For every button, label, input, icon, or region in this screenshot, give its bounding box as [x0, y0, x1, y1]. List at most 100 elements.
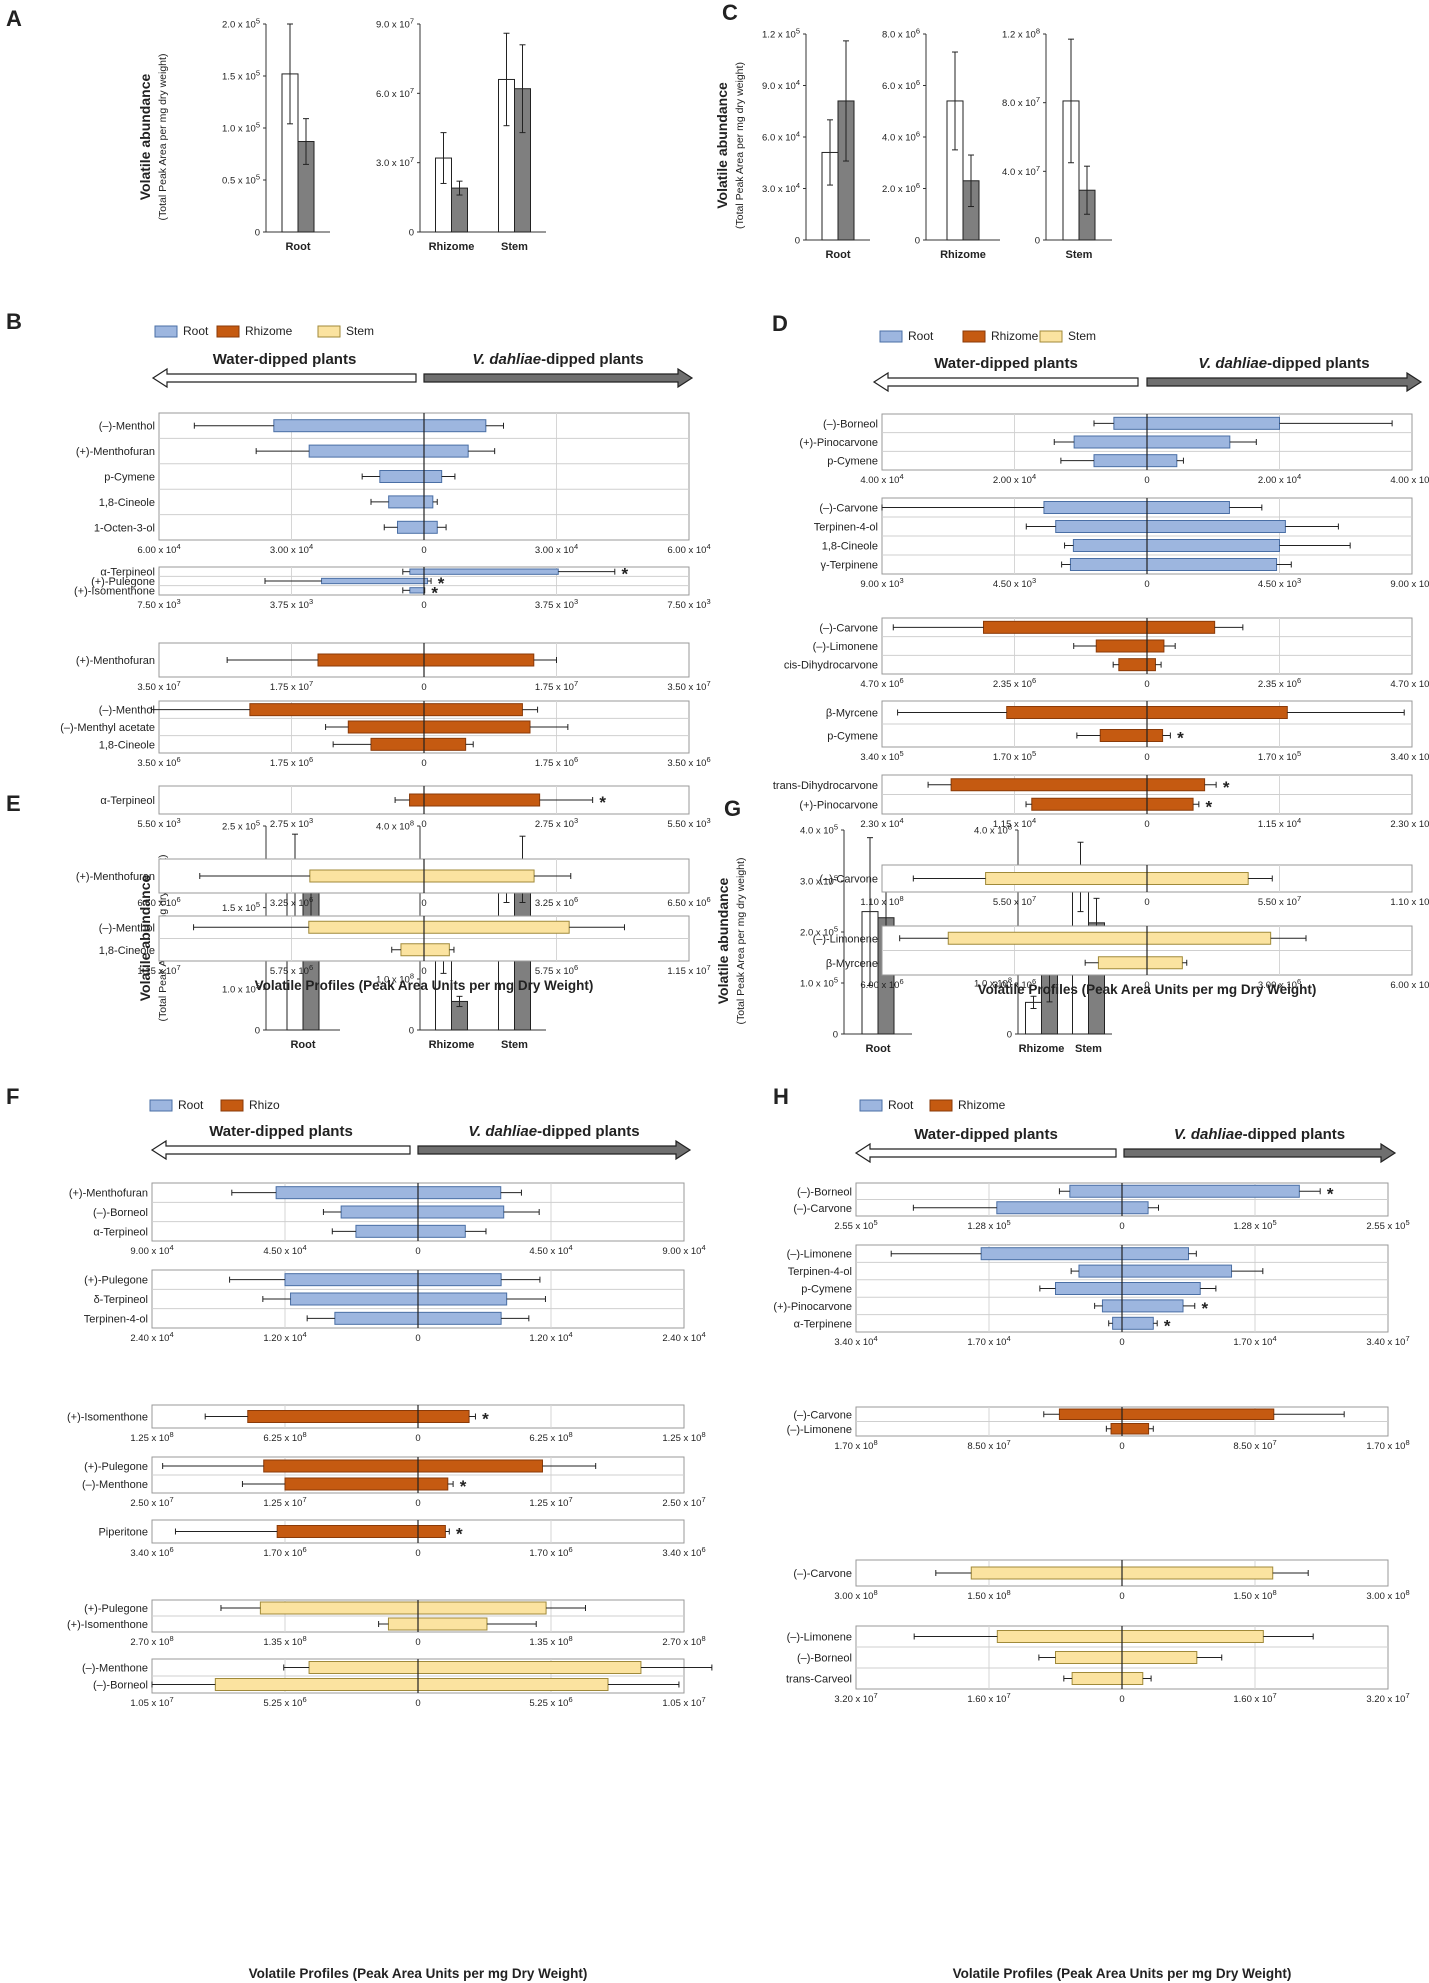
tick-label: 2.55 x 105 — [1366, 1218, 1409, 1232]
tick-exponent: 6 — [176, 755, 180, 764]
bar-vdahliae-dipped — [417, 1205, 505, 1219]
tick-mantissa: 2.30 x 10 — [860, 819, 899, 830]
tick-mantissa: 5.50 x 10 — [137, 819, 176, 830]
compound-label: trans-Carveol — [786, 1674, 852, 1686]
tick-mantissa: 6.50 x 10 — [667, 898, 706, 909]
tick-label: 5.75 x 106 — [535, 963, 578, 977]
tick-mantissa: 1.15 x 10 — [137, 966, 176, 977]
tick-label: 0 — [409, 1026, 414, 1037]
tick-label: 1.70 x 104 — [1233, 1334, 1276, 1348]
bar-vdahliae-dipped — [423, 737, 467, 751]
tick-label: 3.00 x 106 — [1258, 977, 1301, 991]
tick-mantissa: 9.00 x 10 — [860, 579, 899, 590]
tick-mantissa: 3.0 x 10 — [376, 158, 410, 169]
bar-vdahliae-dipped — [423, 703, 523, 717]
bar-vdahliae-dipped — [1146, 797, 1194, 811]
tick-label: 1.10 x 108 — [860, 894, 903, 908]
bar-vdahliae-dipped — [1146, 872, 1249, 885]
y-axis-label: Volatile abundance — [714, 82, 730, 209]
species-name: V. dahliae — [1198, 355, 1267, 372]
legend-label: Root — [183, 324, 209, 338]
tick-label: 1.35 x 108 — [529, 1634, 572, 1648]
compound-label: (–)-Carvone — [793, 1568, 852, 1580]
bar-water-dipped — [309, 869, 425, 883]
tick-label: 1.15 x 104 — [993, 816, 1036, 830]
bar-water-dipped — [370, 737, 425, 751]
bar-water-dipped — [409, 568, 425, 575]
tick-mantissa: 4.50 x 10 — [263, 1246, 302, 1257]
bar-vdahliae-dipped — [1121, 1299, 1184, 1313]
tick-exponent: 7 — [701, 1695, 705, 1704]
vdahliae-dipped-arrow — [1123, 1142, 1397, 1164]
water-dipped-label: Water-dipped plants — [934, 355, 1078, 372]
tick-mantissa: 4.50 x 10 — [1258, 579, 1297, 590]
compound-label: (–)-Limonene — [787, 1632, 852, 1644]
tick-exponent: 5 — [1006, 1218, 1010, 1227]
bar-water-dipped — [980, 1247, 1123, 1261]
tick-exponent: 8 — [410, 972, 414, 981]
category-label: Rhizome — [429, 241, 475, 253]
tick-mantissa: 3.00 x 10 — [535, 545, 574, 556]
tick-exponent: 6 — [916, 181, 920, 190]
tick-mantissa: 4.00 x 10 — [1390, 475, 1429, 486]
tick-exponent: 7 — [410, 17, 414, 26]
tick-label: 1.05 x 107 — [130, 1695, 173, 1709]
bar-vdahliae-dipped — [417, 1617, 488, 1631]
tick-label: 3.0 x 104 — [762, 181, 800, 195]
x-axis-title: Volatile Profiles (Peak Area Units per m… — [249, 1966, 588, 1981]
compound-label: (+)-Pinocarvone — [773, 1301, 852, 1313]
tick-exponent: 6 — [1297, 977, 1301, 986]
tick-mantissa: 7.50 x 10 — [137, 600, 176, 611]
panel-label: H — [773, 1084, 789, 1109]
tick-label: 4.00 x 104 — [1390, 472, 1429, 486]
tick-exponent: 8 — [1006, 1588, 1010, 1597]
tick-mantissa: 4.0 x 10 — [376, 822, 410, 833]
tick-label: 5.25 x 106 — [529, 1695, 572, 1709]
tick-exponent: 8 — [1405, 1588, 1409, 1597]
compound-label: (+)-Pinocarvone — [799, 437, 878, 449]
tick-exponent: 3 — [1297, 576, 1301, 585]
tick-exponent: 7 — [302, 1495, 306, 1504]
tick-label: 4.0 x 108 — [376, 819, 414, 833]
tick-label: 0 — [421, 545, 426, 556]
dipped-plants-text: -dipped plants — [541, 351, 644, 368]
tick-exponent: 8 — [169, 1634, 173, 1643]
bar-vdahliae-dipped — [417, 1678, 609, 1691]
bar-water-dipped — [263, 1459, 419, 1473]
tick-mantissa: 8.0 x 10 — [1002, 98, 1036, 109]
tick-label: 1.75 x 107 — [535, 679, 578, 693]
tick-exponent: 8 — [302, 1430, 306, 1439]
tick-label: 3.20 x 107 — [834, 1691, 877, 1705]
category-label: Rhizome — [940, 249, 986, 261]
compound-label: (–)-Limonene — [787, 1424, 852, 1436]
panel-label: D — [772, 311, 788, 336]
bar-water-dipped — [247, 1410, 419, 1423]
tick-mantissa: 1.0 x 10 — [222, 124, 256, 135]
tick-label: 0 — [255, 228, 260, 239]
compound-label: (+)-Menthofuran — [76, 655, 155, 667]
tick-label: 3.50 x 107 — [137, 679, 180, 693]
bar-vdahliae-dipped — [1146, 416, 1280, 430]
category-label: Rhizome — [429, 1039, 475, 1051]
tick-label: 9.00 x 104 — [662, 1243, 705, 1257]
tick-exponent: 7 — [1405, 1334, 1409, 1343]
y-axis-sublabel: (Total Peak Area per mg dry weight) — [157, 54, 169, 221]
tick-exponent: 5 — [256, 69, 260, 78]
tick-exponent: 5 — [1272, 1218, 1276, 1227]
tick-exponent: 7 — [706, 679, 710, 688]
tick-mantissa: 1.10 x 10 — [1390, 897, 1429, 908]
tick-mantissa: 6.00 x 10 — [860, 980, 899, 991]
tick-label: 5.50 x 103 — [137, 816, 180, 830]
bar-water-dipped — [950, 778, 1148, 792]
tick-exponent: 4 — [176, 542, 180, 551]
compound-label: p-Cymene — [827, 731, 878, 743]
tick-mantissa: 3.0 x 10 — [762, 184, 796, 195]
bar-vdahliae-dipped — [417, 1459, 543, 1473]
tick-exponent: 8 — [1036, 27, 1040, 36]
tick-label: 6.00 x 104 — [667, 542, 710, 556]
tick-label: 6.00 x 106 — [860, 977, 903, 991]
tick-label: 3.00 x 106 — [993, 977, 1036, 991]
tick-exponent: 7 — [169, 1495, 173, 1504]
water-dipped-arrow — [854, 1142, 1117, 1164]
